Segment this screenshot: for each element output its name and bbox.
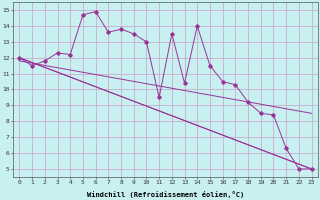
X-axis label: Windchill (Refroidissement éolien,°C): Windchill (Refroidissement éolien,°C) — [87, 191, 244, 198]
